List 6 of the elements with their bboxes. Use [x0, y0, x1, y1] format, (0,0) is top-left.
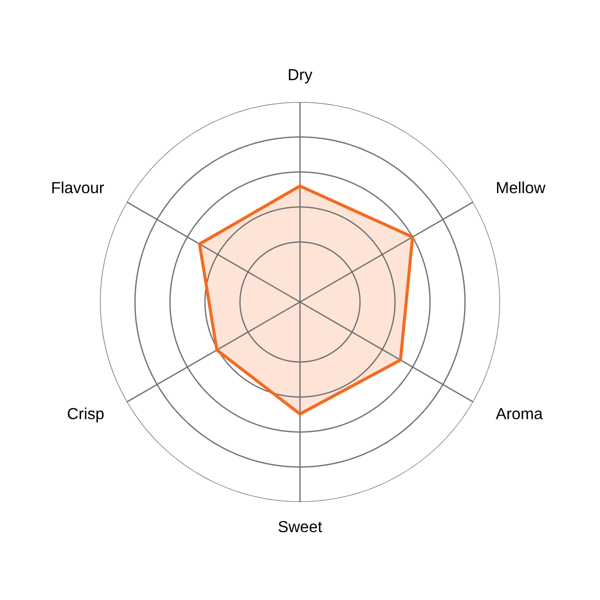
spoke-label: Sweet — [278, 520, 322, 532]
spoke-label: Dry — [288, 69, 312, 84]
spoke-label: Mellow — [497, 182, 546, 194]
spoke-label: Aroma — [496, 408, 543, 420]
spoke-label: Flavour — [52, 182, 104, 194]
spoke-label: Crisp — [68, 408, 104, 422]
